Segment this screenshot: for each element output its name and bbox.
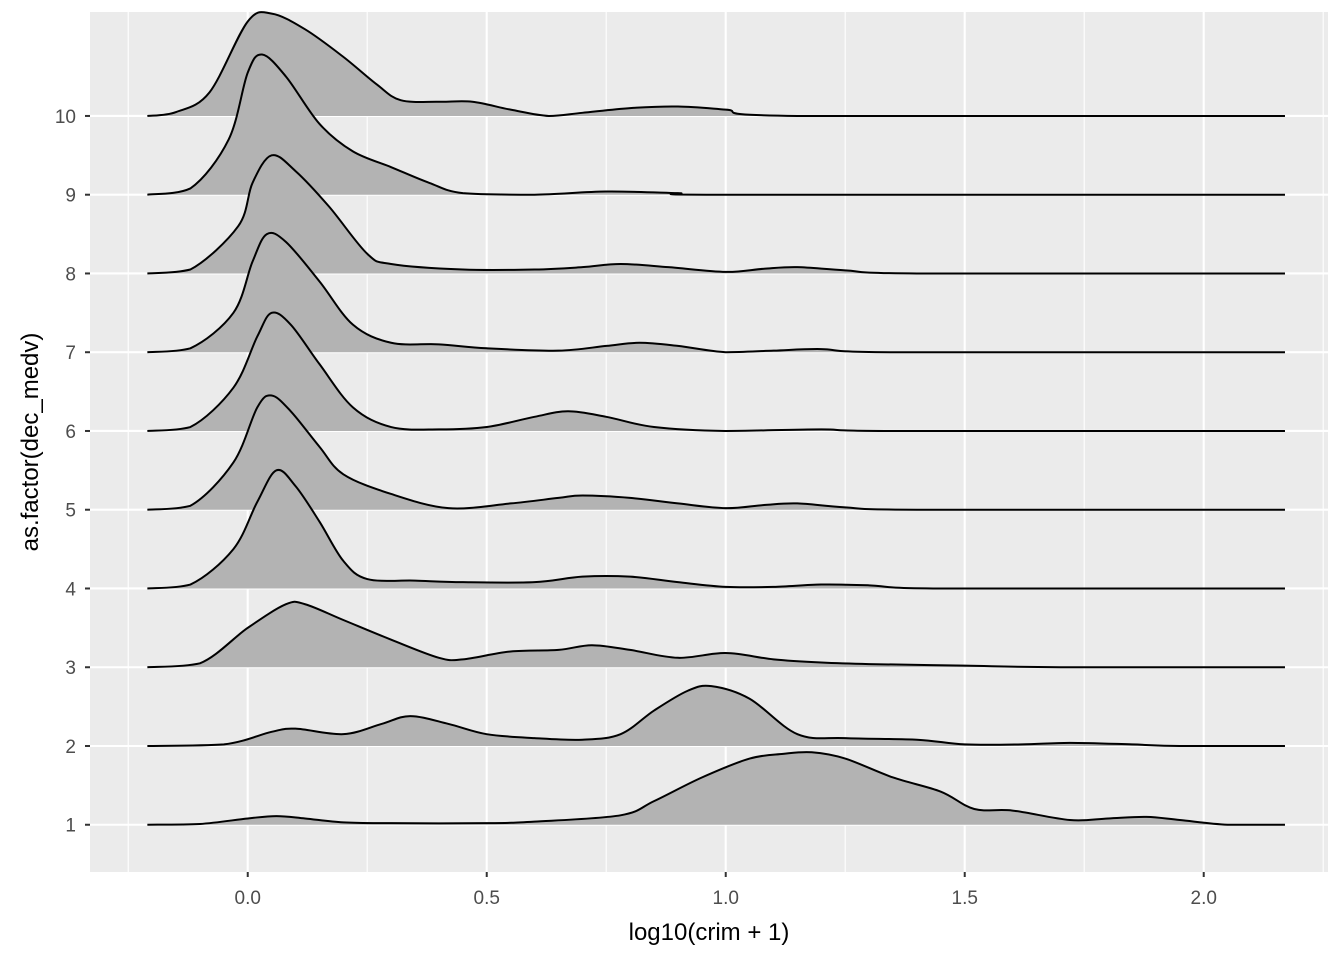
ridge-line-7 — [147, 231, 1285, 354]
ridge-area-1 — [147, 752, 1285, 825]
y-tick-label: 2 — [65, 737, 76, 758]
ridge-line-8 — [147, 154, 1285, 275]
x-tick-label: 1.0 — [713, 888, 739, 909]
x-tick-label: 0.0 — [235, 888, 261, 909]
ridge-line-1 — [147, 751, 1285, 826]
ridge-area-4 — [147, 469, 1285, 589]
x-axis-title: log10(crim + 1) — [629, 919, 790, 946]
y-tick-label: 5 — [65, 501, 76, 522]
y-axis: 1 2 3 4 5 6 7 8 9 10 — [55, 107, 90, 837]
y-tick-label: 3 — [65, 658, 76, 679]
y-axis-title: as.factor(dec_medv) — [17, 333, 44, 552]
ridge-line-2 — [147, 684, 1285, 747]
ridge-line-5 — [147, 394, 1285, 511]
x-tick-label: 2.0 — [1191, 888, 1217, 909]
y-tick-label: 10 — [55, 107, 76, 128]
minor-gridlines — [127, 12, 1324, 872]
ridge-area-2 — [147, 685, 1285, 746]
ridge-line-9 — [147, 53, 1285, 196]
y-tick-label: 9 — [65, 186, 76, 207]
x-tick-label: 0.5 — [474, 888, 500, 909]
ridge-line-10 — [147, 11, 1285, 117]
x-tick-label: 1.5 — [952, 888, 978, 909]
y-tick-label: 7 — [65, 343, 76, 364]
y-tick-label: 8 — [65, 264, 76, 285]
ridge-line-3 — [147, 600, 1285, 669]
ridge-line-4 — [147, 468, 1285, 590]
y-tick-label: 4 — [65, 579, 76, 600]
density-ridges — [147, 11, 1285, 826]
ridge-line-6 — [147, 311, 1285, 432]
x-axis: 0.0 0.5 1.0 1.5 2.0 — [235, 872, 1217, 909]
y-tick-label: 1 — [65, 816, 76, 837]
y-tick-label: 6 — [65, 422, 76, 443]
